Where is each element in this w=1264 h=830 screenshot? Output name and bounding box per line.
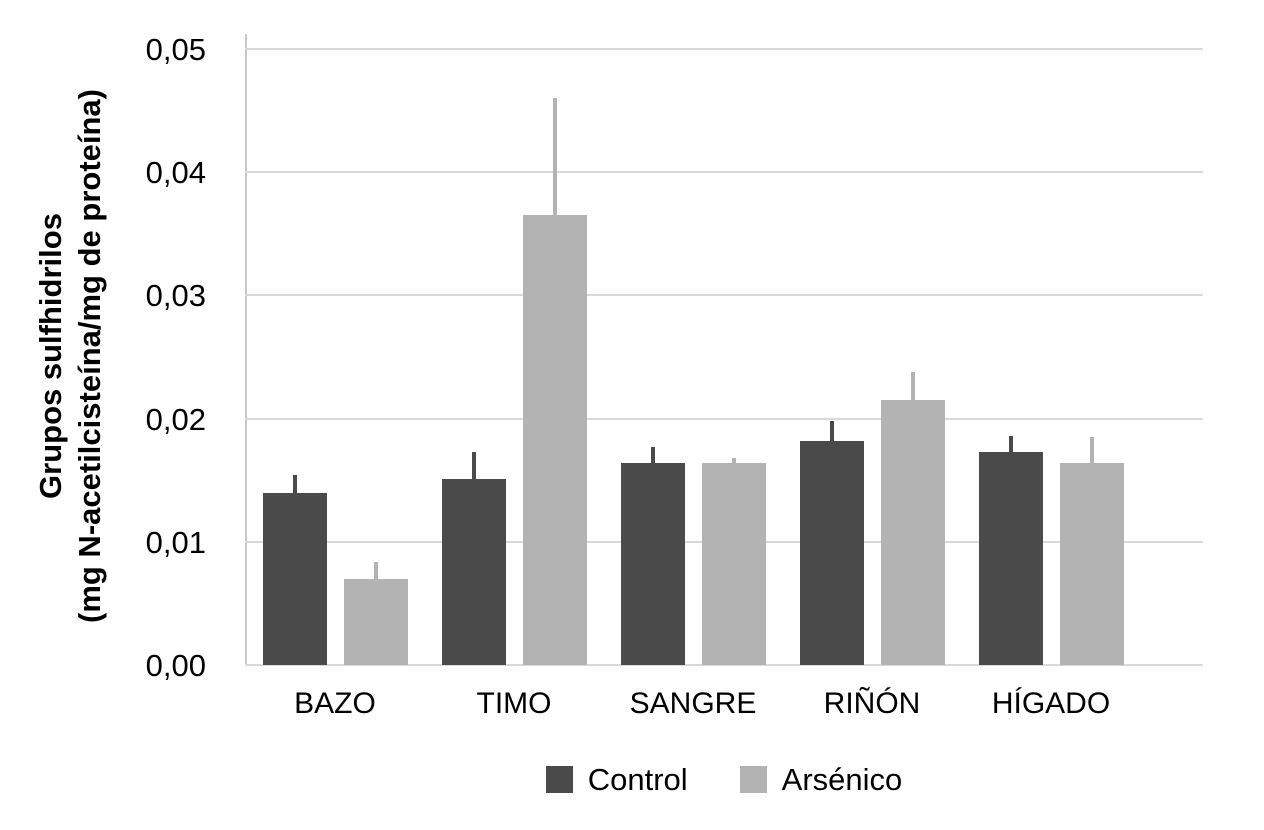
error-bar-control-bazo [292, 475, 297, 493]
gridline-0-05 [245, 48, 1203, 50]
y-axis-line [245, 34, 247, 665]
bar-arsenico-higado [1059, 462, 1124, 665]
legend-item-arsenico: Arsénico [739, 762, 903, 797]
bar-control-sangre [620, 462, 685, 665]
x-axis-label-timo: TIMO [476, 687, 552, 720]
y-tick-label: 0,00 [145, 648, 206, 683]
gridline-0-03 [245, 294, 1203, 297]
error-bar-arsenico-timo [552, 98, 557, 216]
legend-item-control: Control [545, 762, 688, 797]
bar-control-higado [978, 451, 1043, 665]
y-tick-label: 0,04 [145, 155, 206, 191]
bar-arsenico-bazo [343, 578, 408, 665]
error-bar-control-rinon [829, 421, 834, 441]
gridline-0-04 [245, 171, 1203, 174]
gridline-0-02 [245, 417, 1203, 420]
y-tick-label: 0,01 [145, 524, 206, 560]
x-axis-label-bazo: BAZO [294, 687, 376, 720]
legend-swatch-arsenico [739, 766, 767, 793]
error-bar-control-sangre [650, 446, 655, 463]
y-tick-label: 0,05 [145, 32, 206, 67]
error-bar-arsenico-rinon [910, 371, 915, 401]
x-axis-label-rinon: RIÑÓN [823, 687, 921, 720]
x-axis-label-higado: HÍGADO [991, 687, 1111, 720]
legend-label-arsenico: Arsénico [781, 762, 903, 797]
bar-arsenico-rinon [880, 400, 945, 665]
x-axis-label-sangre: SANGRE [629, 687, 757, 720]
y-tick-label: 0,02 [145, 401, 206, 437]
legend-label-control: Control [587, 762, 688, 797]
error-bar-arsenico-higado [1089, 437, 1094, 463]
y-tick-label: 0,03 [145, 278, 206, 314]
bar-arsenico-sangre [701, 462, 766, 665]
error-bar-arsenico-sangre [731, 458, 736, 463]
bar-control-bazo [262, 492, 327, 665]
bar-control-timo [441, 478, 506, 665]
error-bar-control-higado [1008, 435, 1013, 452]
legend-swatch-control [545, 766, 573, 793]
error-bar-control-timo [471, 451, 476, 479]
gridline-0-00 [245, 664, 1203, 666]
legend: Control Arsénico [245, 764, 1203, 795]
bar-arsenico-timo [522, 215, 587, 665]
bar-control-rinon [799, 440, 864, 665]
error-bar-arsenico-bazo [373, 561, 378, 579]
